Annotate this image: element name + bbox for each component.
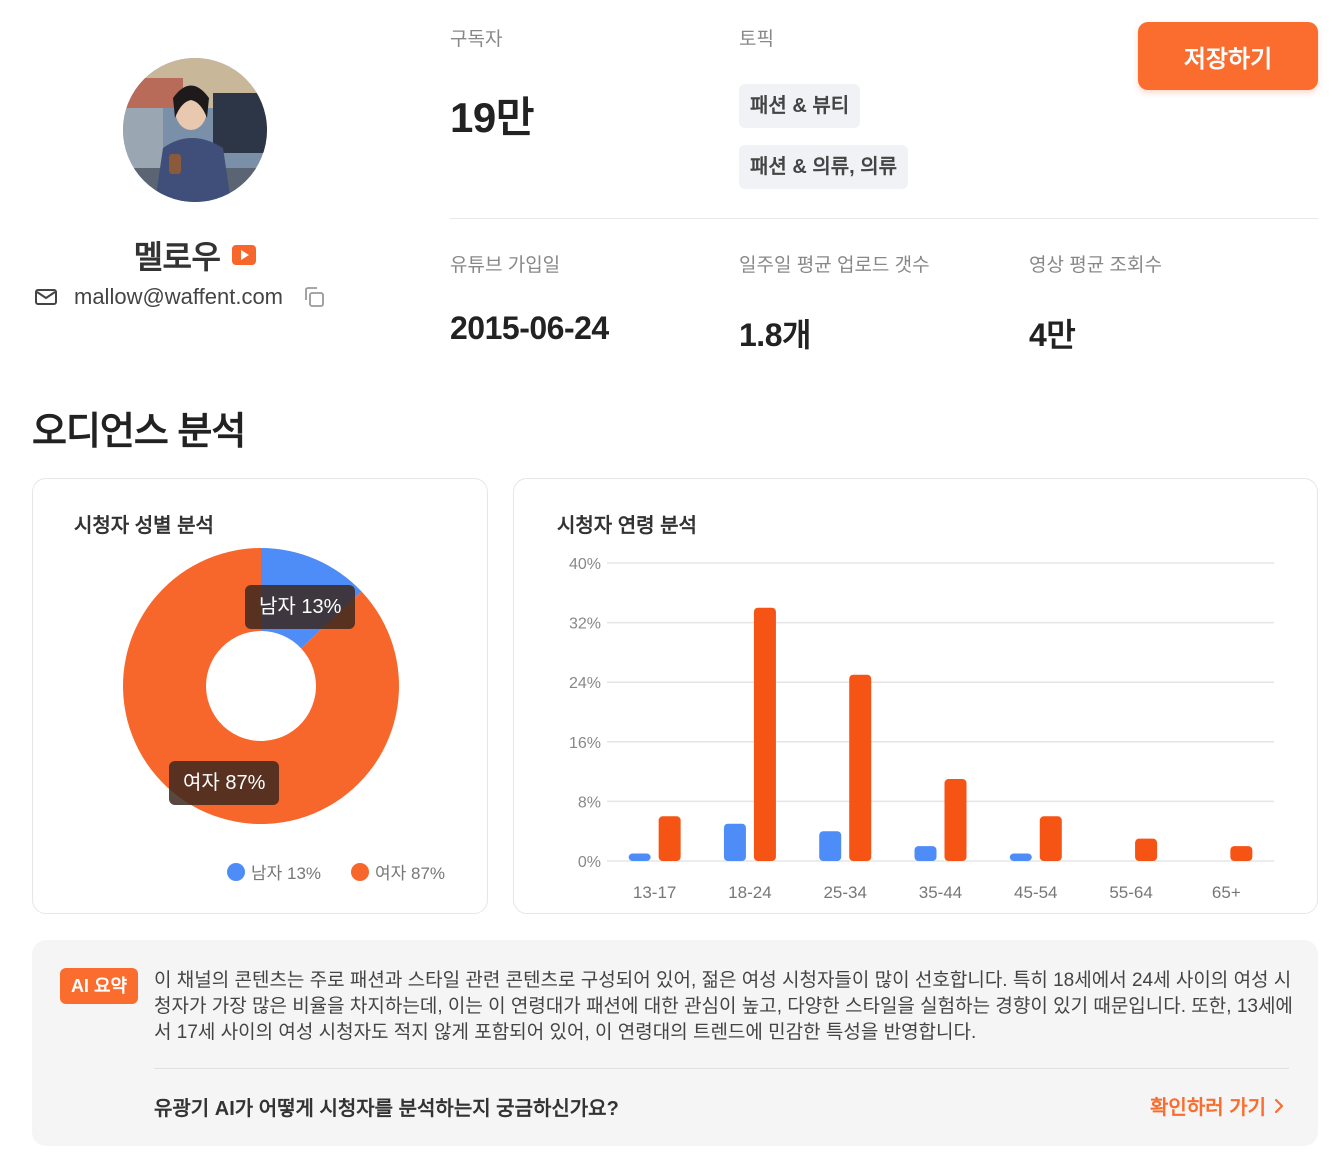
- email-row: mallow@waffent.com: [34, 284, 327, 310]
- copy-icon[interactable]: [301, 284, 327, 310]
- avg-views-value: 4만: [1029, 317, 1076, 353]
- email-text: mallow@waffent.com: [74, 284, 283, 309]
- ai-badge: AI 요약: [60, 968, 138, 1004]
- mail-icon: [35, 289, 57, 305]
- channel-name: 멜로우: [133, 239, 221, 275]
- profile-name-row: 멜로우: [0, 232, 390, 278]
- y-tick-label: 32%: [569, 616, 601, 633]
- x-tick-label: 65+: [1212, 883, 1241, 902]
- ai-summary-box: AI 요약 이 채널의 콘텐츠는 주로 패션과 스타일 관련 콘텐츠로 구성되어…: [32, 940, 1318, 1146]
- bar-female-25-34[interactable]: [849, 674, 872, 861]
- age-chart-title: 시청자 연령 분석: [557, 515, 697, 537]
- ai-question: 유광기 AI가 어떻게 시청자를 분석하는지 궁금하신가요?: [154, 1098, 619, 1120]
- ai-summary-text: 이 채널의 콘텐츠는 주로 패션과 스타일 관련 콘텐츠로 구성되어 있어, 젊…: [154, 970, 1293, 1043]
- legend-male-dot: [227, 862, 245, 881]
- bar-female-35-44[interactable]: [944, 779, 967, 861]
- legend-female-label: 여자 87%: [375, 864, 446, 883]
- bar-female-45-54[interactable]: [1039, 816, 1062, 861]
- bar-female-18-24[interactable]: [753, 607, 776, 861]
- topic-chip: 패션 & 뷰티: [739, 84, 861, 128]
- y-tick-label: 8%: [578, 794, 601, 811]
- topic-chip: 패션 & 의류, 의류: [739, 145, 909, 189]
- joined-label: 유튜브 가입일: [450, 255, 561, 276]
- ai-divider: [154, 1068, 1289, 1069]
- bar-male-13-17[interactable]: [628, 853, 651, 861]
- chevron-right-icon: [1274, 1098, 1284, 1113]
- check-link[interactable]: 확인하러 가기: [1150, 1091, 1284, 1120]
- y-tick-label: 24%: [569, 675, 601, 692]
- legend-female-dot: [351, 862, 369, 881]
- bar-male-45-54[interactable]: [1009, 853, 1032, 861]
- x-tick-label: 25-34: [823, 883, 866, 902]
- pie-label-female: 여자 87%: [169, 761, 280, 805]
- gender-pie-chart: [122, 548, 400, 824]
- x-tick-label: 35-44: [919, 883, 962, 902]
- joined-value: 2015-06-24: [450, 310, 609, 346]
- y-tick-label: 0%: [578, 854, 601, 871]
- age-bar-chart: 0% 8% 16% 24% 32% 40% 13-17 18-24 25-34 35-44 45-5…: [569, 556, 1274, 902]
- section-title: 오디언스 분석: [32, 411, 246, 453]
- check-link-label: 확인하러 가기: [1150, 1097, 1266, 1119]
- subscribers-value: 19만: [450, 94, 534, 141]
- gender-chart-card: 시청자 성별 분석 남자 13% 여자 87% 남자 13% 여자 87%: [32, 478, 488, 914]
- avatar-photo: [123, 58, 267, 202]
- bar-female-55-64[interactable]: [1135, 838, 1158, 861]
- x-tick-label: 13-17: [633, 883, 676, 902]
- legend-item-male[interactable]: 남자 13%: [227, 859, 321, 884]
- bar-male-18-24[interactable]: [723, 823, 746, 861]
- weekly-uploads-value: 1.8개: [739, 317, 811, 353]
- y-tick-label: 16%: [569, 735, 601, 752]
- x-tick-label: 55-64: [1109, 883, 1152, 902]
- age-chart-card: 시청자 연령 분석 0% 8% 16% 24% 32% 40% 13-17 18-24 25-3…: [513, 478, 1318, 914]
- y-tick-label: 40%: [569, 556, 601, 573]
- stats-divider: [450, 218, 1318, 219]
- pie-slice-female[interactable]: [122, 548, 400, 824]
- save-button[interactable]: 저장하기: [1138, 22, 1318, 90]
- bar-female-65+[interactable]: [1230, 846, 1253, 861]
- avg-views-label: 영상 평균 조회수: [1029, 255, 1162, 276]
- gender-chart-title: 시청자 성별 분석: [74, 515, 214, 537]
- bar-female-13-17[interactable]: [658, 816, 681, 861]
- legend-male-label: 남자 13%: [251, 864, 322, 883]
- x-tick-label: 18-24: [728, 883, 771, 902]
- avatar: [123, 58, 267, 202]
- pie-label-male: 남자 13%: [245, 585, 356, 629]
- bar-male-35-44[interactable]: [914, 846, 937, 861]
- x-tick-label: 45-54: [1014, 883, 1057, 902]
- subscribers-label: 구독자: [450, 29, 503, 50]
- legend-item-female[interactable]: 여자 87%: [351, 859, 445, 884]
- bar-male-25-34[interactable]: [819, 831, 842, 861]
- topics-label: 토픽: [739, 29, 774, 50]
- weekly-uploads-label: 일주일 평균 업로드 갯수: [739, 255, 930, 276]
- youtube-icon[interactable]: [232, 245, 257, 265]
